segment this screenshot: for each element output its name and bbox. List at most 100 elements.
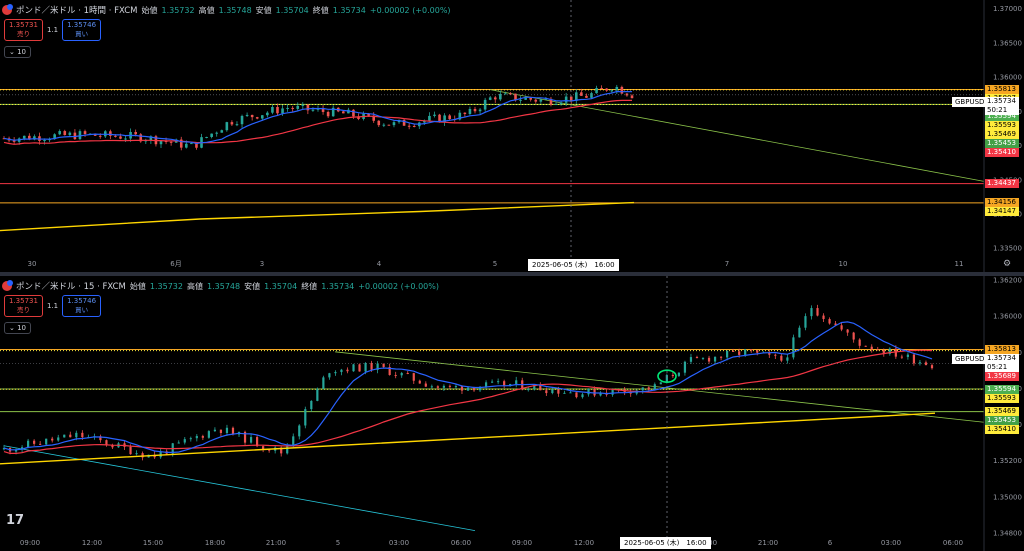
candle-body[interactable] (20, 447, 24, 450)
candle-body[interactable] (585, 95, 588, 98)
candle-body[interactable] (99, 436, 102, 441)
candle-body[interactable] (286, 107, 289, 109)
candle-body[interactable] (331, 107, 335, 117)
candle-body[interactable] (780, 355, 783, 361)
candle-body[interactable] (177, 442, 180, 444)
candle-body[interactable] (69, 434, 72, 438)
candle-body[interactable] (33, 136, 36, 140)
candle-body[interactable] (918, 362, 922, 364)
candle-body[interactable] (593, 388, 596, 396)
candle-body[interactable] (689, 357, 693, 362)
pane-separator[interactable] (0, 272, 1024, 276)
candle-body[interactable] (213, 429, 217, 432)
candle-body[interactable] (73, 132, 77, 140)
candle-body[interactable] (394, 374, 397, 376)
candle-body[interactable] (433, 114, 436, 116)
candle-body[interactable] (491, 381, 494, 383)
symbol-title[interactable]: ポンド／米ドル · 15 · FXCM (16, 282, 126, 292)
candle-body[interactable] (169, 141, 173, 143)
candle-body[interactable] (840, 325, 843, 330)
candle-body[interactable] (701, 357, 705, 359)
sell-button[interactable]: 1.35731 売り (4, 19, 43, 41)
candle-body[interactable] (266, 112, 269, 116)
candle-body[interactable] (424, 383, 427, 387)
settings-gear-icon[interactable]: ⚙ (1003, 259, 1012, 269)
candle-body[interactable] (210, 133, 213, 137)
candle-body[interactable] (271, 106, 274, 113)
candle-body[interactable] (412, 373, 415, 381)
candle-body[interactable] (39, 443, 42, 445)
candle-body[interactable] (215, 132, 219, 134)
candle-body[interactable] (438, 114, 441, 123)
candle-body[interactable] (164, 141, 168, 143)
candle-body[interactable] (924, 362, 928, 366)
candle-body[interactable] (906, 354, 909, 357)
price-level-tag[interactable]: 1.35469 (985, 407, 1019, 417)
candle-body[interactable] (388, 366, 391, 375)
price-level-tag[interactable]: 1.34156 (985, 198, 1019, 208)
candle-body[interactable] (195, 143, 198, 148)
candle-body[interactable] (57, 437, 60, 441)
candle-body[interactable] (774, 354, 777, 356)
candle-body[interactable] (392, 122, 396, 126)
candle-body[interactable] (316, 388, 319, 401)
candle-body[interactable] (230, 122, 234, 125)
candle-body[interactable] (326, 111, 330, 117)
candle-body[interactable] (600, 88, 603, 90)
candle-body[interactable] (590, 93, 593, 98)
candle-body[interactable] (141, 453, 144, 458)
candle-body[interactable] (499, 93, 502, 100)
candle-body[interactable] (376, 363, 379, 370)
candle-body[interactable] (545, 390, 548, 394)
candle-body[interactable] (554, 104, 558, 106)
candle-body[interactable] (463, 112, 467, 114)
candle-body[interactable] (387, 124, 391, 126)
candle-body[interactable] (569, 96, 573, 101)
candle-body[interactable] (641, 387, 644, 391)
candle-body[interactable] (448, 115, 451, 120)
candle-body[interactable] (135, 453, 138, 455)
candle-body[interactable] (225, 122, 229, 131)
candle-body[interactable] (205, 136, 208, 138)
price-level-tag[interactable]: 1.35453 (985, 416, 1019, 426)
candle-body[interactable] (620, 86, 624, 94)
candle-body[interactable] (240, 115, 244, 125)
candle-body[interactable] (719, 356, 723, 358)
price-level-tag[interactable]: 1.35469 (985, 129, 1019, 139)
candle-body[interactable] (497, 381, 500, 383)
price-level-tag[interactable]: 1.35593 (985, 393, 1019, 403)
candle-body[interactable] (93, 133, 97, 136)
candle-body[interactable] (190, 143, 193, 145)
candle-body[interactable] (58, 131, 62, 135)
candle-body[interactable] (185, 143, 188, 148)
candle-body[interactable] (738, 351, 741, 355)
candle-body[interactable] (260, 115, 264, 119)
candle-body[interactable] (744, 349, 747, 355)
candle-body[interactable] (713, 356, 717, 362)
candle-body[interactable] (483, 99, 487, 110)
candle-body[interactable] (443, 115, 446, 123)
candle-body[interactable] (458, 112, 462, 120)
candle-body[interactable] (514, 93, 517, 101)
candle-body[interactable] (14, 449, 18, 452)
candle-body[interactable] (201, 436, 204, 438)
candle-body[interactable] (298, 425, 301, 437)
candle-body[interactable] (225, 427, 229, 433)
price-level-tag[interactable]: 1.35813 (985, 84, 1019, 94)
candle-body[interactable] (412, 125, 416, 127)
candle-body[interactable] (533, 384, 536, 390)
price-level-tag[interactable]: 1.35593 (985, 120, 1019, 130)
candle-body[interactable] (786, 357, 789, 361)
candle-body[interactable] (580, 92, 583, 96)
candle-body[interactable] (372, 115, 376, 121)
candle-body[interactable] (53, 134, 56, 140)
candle-body[interactable] (846, 329, 849, 333)
price-level-tag[interactable]: 1.35813 (985, 344, 1019, 354)
candle-body[interactable] (707, 357, 711, 362)
quantity-stepper[interactable]: ⌄ 10 (4, 46, 32, 58)
candle-body[interactable] (159, 451, 162, 458)
candle-body[interactable] (519, 99, 522, 101)
hourly-chart-canvas[interactable]: 1.370001.365001.360001.355001.350001.345… (0, 0, 1024, 272)
candle-body[interactable] (255, 437, 259, 447)
candle-body[interactable] (105, 440, 108, 446)
